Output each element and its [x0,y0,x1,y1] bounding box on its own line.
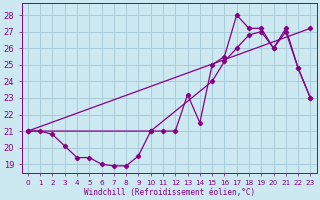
X-axis label: Windchill (Refroidissement éolien,°C): Windchill (Refroidissement éolien,°C) [84,188,255,197]
